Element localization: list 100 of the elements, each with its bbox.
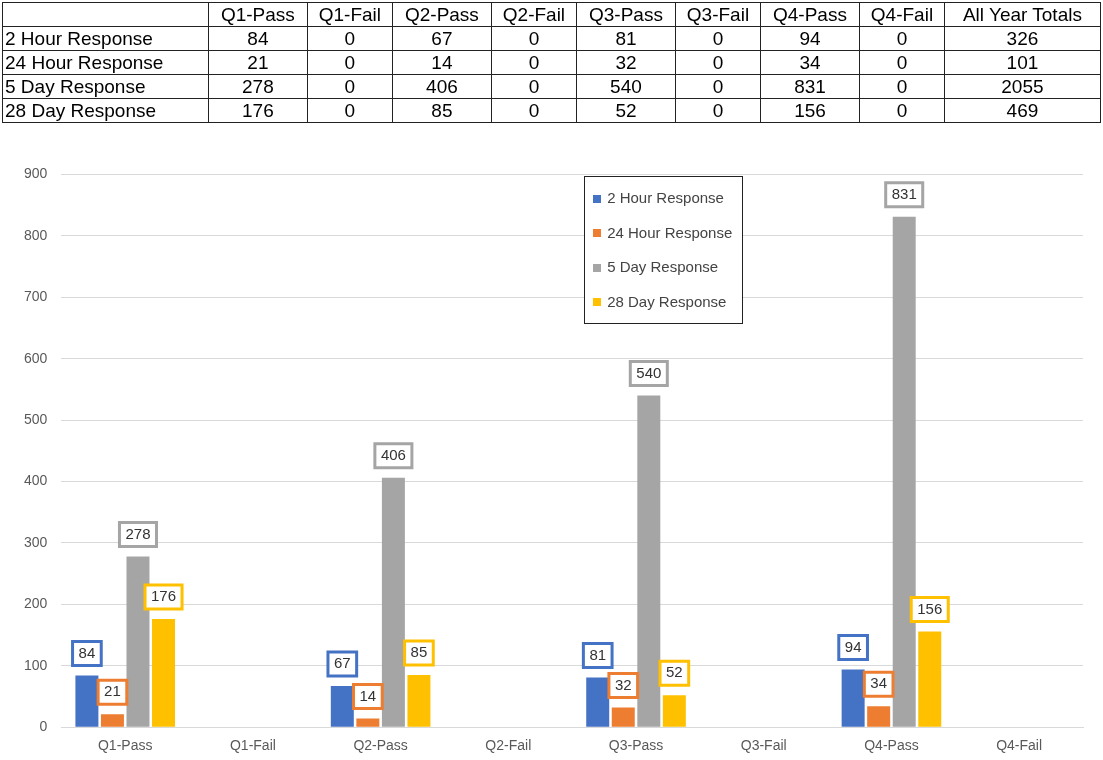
data-label: 0 <box>675 26 761 51</box>
x-tick-label: Q4-Pass <box>864 737 919 754</box>
data-label: 540 <box>576 74 676 99</box>
data-label: 406 <box>392 74 492 99</box>
data-label: 84 <box>78 643 96 661</box>
y-tick-label: 0 <box>39 718 48 735</box>
data-label: 0 <box>675 98 761 123</box>
x-tick-label: Q3-Pass <box>608 737 664 754</box>
bar <box>381 477 405 727</box>
data-label: 85 <box>392 98 492 123</box>
x-tick-label: Q1-Pass <box>97 737 153 754</box>
x-tick-label: Q3-Pass <box>576 2 676 27</box>
y-tick-label: 28 Day Response <box>2 98 209 123</box>
bar <box>356 718 380 727</box>
bar <box>100 714 124 727</box>
data-label: 0 <box>307 50 393 75</box>
x-tick-label: Q2-Fail <box>491 2 577 27</box>
x-tick-label: Q4-Fail <box>996 737 1043 754</box>
data-label: 0 <box>859 74 945 99</box>
data-label: 0 <box>491 74 577 99</box>
x-tick-label: Q1-Fail <box>229 737 276 754</box>
data-label: 81 <box>576 26 676 51</box>
bar <box>918 631 942 727</box>
y-tick-label: 200 <box>24 595 48 612</box>
data-label: 94 <box>844 637 862 655</box>
x-tick-label: Q2-Pass <box>392 2 492 27</box>
data-label: 326 <box>944 26 1101 51</box>
x-tick-label: Q3-Fail <box>675 2 761 27</box>
legend-label: 28 Day Response <box>606 291 728 312</box>
y-tick-label: 5 Day Response <box>2 74 209 99</box>
data-label: 156 <box>917 599 943 617</box>
data-label: 0 <box>859 26 945 51</box>
y-tick-label: 600 <box>24 349 48 366</box>
bar <box>892 216 916 727</box>
data-label: 0 <box>675 50 761 75</box>
data-label: 0 <box>307 98 393 123</box>
data-label: 156 <box>760 98 860 123</box>
x-tick-label: Q2-Pass <box>353 737 408 754</box>
data-label: 67 <box>392 26 492 51</box>
data-label: 52 <box>666 663 683 681</box>
data-label: 21 <box>104 682 121 700</box>
data-label: 176 <box>151 587 177 605</box>
data-label: 0 <box>491 50 577 75</box>
bar <box>867 706 891 727</box>
y-tick-label: 24 Hour Response <box>2 50 209 75</box>
x-tick-label: Q1-Fail <box>307 2 393 27</box>
x-tick-label: Q1-Pass <box>208 2 308 27</box>
bar <box>126 556 150 727</box>
legend-label: 2 Hour Response <box>606 188 725 209</box>
data-label: 2055 <box>944 74 1101 99</box>
data-label: 67 <box>333 654 351 672</box>
y-tick-label: 700 <box>24 288 48 305</box>
y-tick-label: 800 <box>24 226 48 243</box>
data-label: 831 <box>760 74 860 99</box>
data-label: 14 <box>392 50 492 75</box>
data-label: 540 <box>636 363 662 381</box>
data-label: 0 <box>675 74 761 99</box>
data-label: 14 <box>359 686 377 704</box>
data-label: 81 <box>589 645 607 663</box>
y-tick-label: 900 <box>24 165 48 182</box>
data-label: 278 <box>208 74 308 99</box>
bar <box>75 675 99 727</box>
bar <box>637 395 661 727</box>
data-label: 406 <box>380 445 406 463</box>
data-label: 34 <box>760 50 860 75</box>
y-tick-label: 300 <box>24 533 48 550</box>
x-tick-label: Q3-Fail <box>740 737 787 754</box>
data-label: 101 <box>944 50 1101 75</box>
data-label: 831 <box>891 184 917 202</box>
data-label: 32 <box>614 675 632 693</box>
legend-label: 24 Hour Response <box>606 222 733 243</box>
data-label: 0 <box>307 26 393 51</box>
bar <box>611 707 635 727</box>
bar <box>662 695 686 727</box>
x-tick-label: All Year Totals <box>944 2 1101 27</box>
data-label: 0 <box>491 98 577 123</box>
data-label: 52 <box>576 98 676 123</box>
y-tick-label: 400 <box>24 472 48 489</box>
legend-label: 5 Day Response <box>606 257 720 278</box>
y-tick-label: 100 <box>24 656 48 673</box>
data-label: 176 <box>208 98 308 123</box>
bar <box>152 619 176 727</box>
data-label: 0 <box>859 50 945 75</box>
data-label: 34 <box>870 674 888 692</box>
data-label: 85 <box>410 643 428 661</box>
data-label: 32 <box>576 50 676 75</box>
data-label: 94 <box>760 26 860 51</box>
data-label: 0 <box>307 74 393 99</box>
x-tick-label: Q4-Pass <box>760 2 860 27</box>
data-label: 0 <box>859 98 945 123</box>
data-label: 278 <box>125 524 151 542</box>
bar <box>407 674 431 727</box>
y-tick-label: 500 <box>24 410 48 427</box>
data-label: 0 <box>491 26 577 51</box>
x-tick-label: Q2-Fail <box>485 737 532 754</box>
data-label: 21 <box>208 50 308 75</box>
data-label: 469 <box>944 98 1101 123</box>
bar <box>841 669 865 727</box>
bar <box>586 677 610 727</box>
y-tick-label: 2 Hour Response <box>2 26 209 51</box>
